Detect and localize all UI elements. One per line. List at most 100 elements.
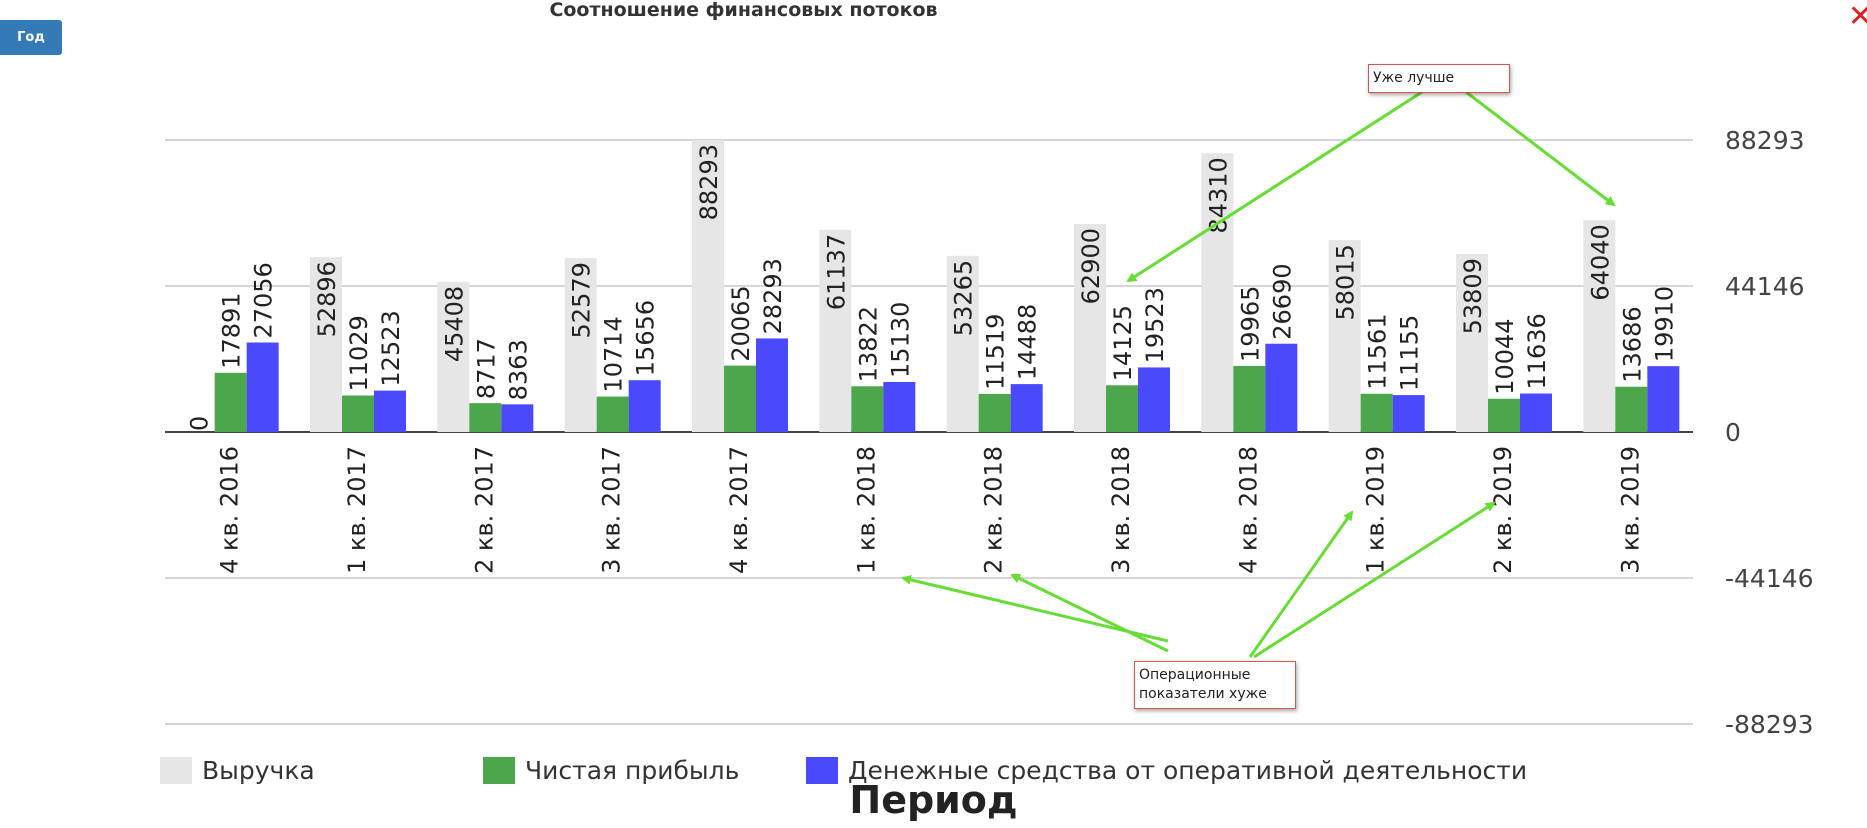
data-label: 88293 (695, 144, 723, 220)
y-tick-label: -88293 (1725, 710, 1814, 739)
bar-cash[interactable] (1265, 343, 1298, 432)
y-tick-label: 0 (1725, 418, 1741, 447)
bar-revenue[interactable] (1456, 254, 1488, 432)
x-tick-label: 2 кв. 2017 (470, 446, 498, 574)
x-tick-label: 2 кв. 2019 (1489, 446, 1517, 574)
bar-profit[interactable] (342, 395, 374, 432)
bar-revenue[interactable] (437, 281, 470, 432)
bar-profit[interactable] (724, 365, 756, 432)
bar-profit[interactable] (1106, 385, 1138, 432)
legend-swatch-revenue (160, 756, 192, 784)
data-label: 58015 (1332, 244, 1360, 320)
x-tick-label: 3 кв. 2017 (598, 446, 626, 574)
data-label: 20065 (727, 285, 755, 361)
bar-profit[interactable] (978, 393, 1011, 432)
data-label: 62900 (1077, 228, 1105, 304)
bar-cash[interactable] (883, 381, 916, 432)
annotation-arrow (1253, 501, 1496, 659)
x-axis-title: Период (849, 778, 1018, 822)
bar-revenue[interactable] (1583, 220, 1616, 432)
x-tick-label: 4 кв. 2016 (216, 446, 244, 574)
bar-cash[interactable] (246, 342, 279, 432)
data-label: 13822 (854, 306, 882, 382)
y-tick-label: -44146 (1725, 564, 1814, 593)
data-label: 8717 (472, 338, 500, 399)
annotation-arrow (1465, 90, 1616, 207)
data-label: 11029 (345, 315, 373, 391)
bar-cash[interactable] (374, 390, 406, 432)
x-tick-label: 2 кв. 2018 (980, 446, 1008, 574)
data-label: 0 (186, 416, 214, 431)
data-label: 15656 (632, 300, 660, 376)
legend-label-cash: Денежные средства от оперативной деятель… (848, 755, 1528, 785)
chart-title: Соотношение финансовых потоков (549, 0, 938, 21)
data-label: 11636 (1523, 313, 1551, 389)
data-label: 14125 (1109, 305, 1137, 381)
x-tick-label: 3 кв. 2018 (1107, 446, 1135, 574)
close-icon[interactable]: ✕ (1847, 0, 1867, 34)
bar-revenue[interactable] (1328, 240, 1361, 432)
annotation-arrow (1248, 510, 1354, 658)
bar-revenue[interactable] (819, 229, 852, 432)
x-tick-label: 4 кв. 2017 (725, 446, 753, 574)
legend-swatch-profit (483, 756, 515, 784)
data-label: 12523 (377, 310, 405, 386)
bar-profit[interactable] (1360, 393, 1393, 432)
bar-revenue[interactable] (692, 139, 724, 432)
data-label: 19523 (1141, 287, 1169, 363)
annotation-arrow (1126, 90, 1423, 283)
bar-profit[interactable] (214, 372, 247, 432)
data-label: 11561 (1364, 313, 1392, 389)
bar-profit[interactable] (596, 396, 629, 432)
legend-label-revenue: Выручка (202, 755, 315, 785)
bar-profit[interactable] (1233, 365, 1266, 432)
annotation-arrow (1010, 573, 1169, 653)
data-label: 61137 (822, 234, 850, 310)
bar-cash[interactable] (628, 380, 661, 432)
data-label: 13686 (1618, 306, 1646, 382)
bar-revenue[interactable] (564, 258, 597, 432)
legend-item-revenue[interactable]: Выручка (160, 755, 315, 785)
bar-revenue[interactable] (1201, 153, 1234, 432)
bar-cash[interactable] (756, 338, 788, 432)
data-label: 10044 (1491, 318, 1519, 394)
bar-cash[interactable] (501, 404, 534, 432)
data-label: 11155 (1396, 315, 1424, 391)
bar-cash[interactable] (1392, 395, 1425, 432)
bar-revenue[interactable] (946, 255, 979, 432)
data-label: 52579 (568, 262, 596, 338)
data-label: 19965 (1236, 286, 1264, 362)
bar-profit[interactable] (469, 403, 502, 432)
bar-cash[interactable] (1010, 384, 1043, 432)
annotation-better: Уже лучше (1368, 64, 1510, 93)
data-label: 84310 (1204, 157, 1232, 233)
bar-profit[interactable] (1615, 386, 1648, 432)
y-tick-label: 88293 (1725, 126, 1805, 155)
x-tick-label: 1 кв. 2018 (852, 446, 880, 574)
data-label: 8363 (504, 339, 532, 400)
x-tick-label: 3 кв. 2019 (1616, 446, 1644, 574)
data-label: 64040 (1586, 224, 1614, 300)
data-label: 52896 (313, 261, 341, 337)
legend-swatch-cash (806, 756, 838, 784)
legend-label-profit: Чистая прибыль (525, 755, 740, 785)
bar-profit[interactable] (1488, 398, 1520, 432)
bar-revenue[interactable] (310, 257, 342, 432)
legend-item-cash[interactable]: Денежные средства от оперативной деятель… (806, 755, 1528, 785)
bar-cash[interactable] (1520, 393, 1552, 432)
bar-cash[interactable] (1138, 367, 1170, 432)
year-button[interactable]: Год (0, 20, 62, 55)
legend-item-profit[interactable]: Чистая прибыль (483, 755, 740, 785)
annotation-worse: Операционные показатели хуже (1134, 661, 1296, 709)
bar-profit[interactable] (851, 386, 884, 432)
x-tick-label: 4 кв. 2018 (1234, 446, 1262, 574)
data-label: 53809 (1459, 258, 1487, 334)
x-tick-label: 1 кв. 2019 (1362, 446, 1390, 574)
data-label: 17891 (218, 292, 246, 368)
bar-cash[interactable] (1647, 366, 1680, 432)
data-label: 19910 (1650, 286, 1678, 362)
y-tick-label: 44146 (1725, 272, 1805, 301)
data-label: 27056 (250, 262, 278, 338)
bar-revenue[interactable] (1074, 223, 1106, 432)
